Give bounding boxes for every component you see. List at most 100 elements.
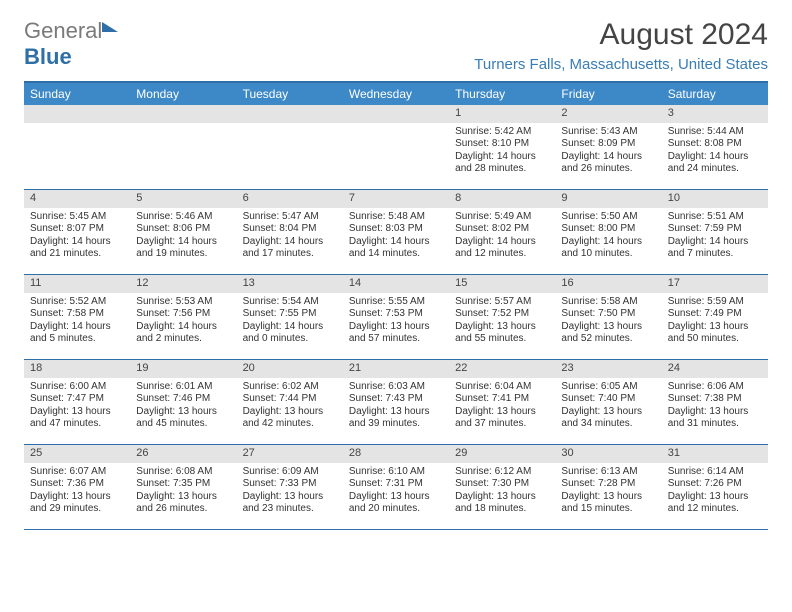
calendar-cell: 18Sunrise: 6:00 AMSunset: 7:47 PMDayligh… [24,360,130,444]
sunrise-line: Sunrise: 6:08 AM [136,466,230,479]
daylight2-line: and 0 minutes. [243,333,337,346]
daylight1-line: Daylight: 13 hours [243,491,337,504]
day-header: Tuesday [237,83,343,105]
cell-body: Sunrise: 6:10 AMSunset: 7:31 PMDaylight:… [343,463,449,520]
day-header: Sunday [24,83,130,105]
sunrise-line: Sunrise: 5:54 AM [243,296,337,309]
sunrise-line: Sunrise: 5:59 AM [668,296,762,309]
sunrise-line: Sunrise: 5:55 AM [349,296,443,309]
calendar-cell: 13Sunrise: 5:54 AMSunset: 7:55 PMDayligh… [237,275,343,359]
daylight2-line: and 55 minutes. [455,333,549,346]
daylight1-line: Daylight: 13 hours [349,491,443,504]
daylight1-line: Daylight: 14 hours [668,151,762,164]
calendar-cell: 2Sunrise: 5:43 AMSunset: 8:09 PMDaylight… [555,105,661,189]
daylight1-line: Daylight: 13 hours [349,406,443,419]
sunrise-line: Sunrise: 5:43 AM [561,126,655,139]
date-bar: 6 [237,190,343,208]
calendar-cell: 6Sunrise: 5:47 AMSunset: 8:04 PMDaylight… [237,190,343,274]
sunset-line: Sunset: 7:33 PM [243,478,337,491]
daylight2-line: and 47 minutes. [30,418,124,431]
date-bar: 9 [555,190,661,208]
calendar-cell: 3Sunrise: 5:44 AMSunset: 8:08 PMDaylight… [662,105,768,189]
sunrise-line: Sunrise: 6:06 AM [668,381,762,394]
logo-text-gray: General [24,18,102,43]
header: General Blue August 2024 Turners Falls, … [24,18,768,73]
cell-body [343,123,449,130]
cell-body: Sunrise: 6:01 AMSunset: 7:46 PMDaylight:… [130,378,236,435]
date-bar: 27 [237,445,343,463]
sunset-line: Sunset: 7:49 PM [668,308,762,321]
date-bar: 19 [130,360,236,378]
calendar-cell: 1Sunrise: 5:42 AMSunset: 8:10 PMDaylight… [449,105,555,189]
calendar-cell [343,105,449,189]
cell-body: Sunrise: 6:08 AMSunset: 7:35 PMDaylight:… [130,463,236,520]
day-header: Monday [130,83,236,105]
daylight2-line: and 21 minutes. [30,248,124,261]
cell-body: Sunrise: 5:47 AMSunset: 8:04 PMDaylight:… [237,208,343,265]
cell-body: Sunrise: 5:42 AMSunset: 8:10 PMDaylight:… [449,123,555,180]
sunrise-line: Sunrise: 5:45 AM [30,211,124,224]
daylight1-line: Daylight: 13 hours [561,321,655,334]
sunrise-line: Sunrise: 5:47 AM [243,211,337,224]
calendar-cell: 19Sunrise: 6:01 AMSunset: 7:46 PMDayligh… [130,360,236,444]
sunrise-line: Sunrise: 6:05 AM [561,381,655,394]
cell-body [24,123,130,130]
daylight2-line: and 23 minutes. [243,503,337,516]
cell-body: Sunrise: 6:05 AMSunset: 7:40 PMDaylight:… [555,378,661,435]
cell-body: Sunrise: 6:09 AMSunset: 7:33 PMDaylight:… [237,463,343,520]
calendar-cell: 21Sunrise: 6:03 AMSunset: 7:43 PMDayligh… [343,360,449,444]
sunset-line: Sunset: 8:07 PM [30,223,124,236]
daylight1-line: Daylight: 13 hours [455,491,549,504]
cell-body: Sunrise: 5:55 AMSunset: 7:53 PMDaylight:… [343,293,449,350]
daylight1-line: Daylight: 14 hours [668,236,762,249]
cell-body: Sunrise: 5:43 AMSunset: 8:09 PMDaylight:… [555,123,661,180]
sunset-line: Sunset: 7:59 PM [668,223,762,236]
sunset-line: Sunset: 7:55 PM [243,308,337,321]
cell-body: Sunrise: 6:12 AMSunset: 7:30 PMDaylight:… [449,463,555,520]
daylight1-line: Daylight: 13 hours [668,321,762,334]
daylight1-line: Daylight: 13 hours [243,406,337,419]
daylight2-line: and 50 minutes. [668,333,762,346]
date-bar [343,105,449,123]
sunrise-line: Sunrise: 5:42 AM [455,126,549,139]
date-bar: 31 [662,445,768,463]
calendar-cell: 12Sunrise: 5:53 AMSunset: 7:56 PMDayligh… [130,275,236,359]
daylight1-line: Daylight: 13 hours [668,491,762,504]
daylight2-line: and 24 minutes. [668,163,762,176]
daylight2-line: and 57 minutes. [349,333,443,346]
daylight2-line: and 42 minutes. [243,418,337,431]
calendar-cell: 25Sunrise: 6:07 AMSunset: 7:36 PMDayligh… [24,445,130,529]
calendar-cell: 28Sunrise: 6:10 AMSunset: 7:31 PMDayligh… [343,445,449,529]
daylight2-line: and 26 minutes. [561,163,655,176]
daylight1-line: Daylight: 13 hours [561,406,655,419]
sunrise-line: Sunrise: 5:50 AM [561,211,655,224]
calendar-cell: 17Sunrise: 5:59 AMSunset: 7:49 PMDayligh… [662,275,768,359]
sunset-line: Sunset: 7:30 PM [455,478,549,491]
daylight1-line: Daylight: 14 hours [561,151,655,164]
date-bar: 13 [237,275,343,293]
cell-body: Sunrise: 6:03 AMSunset: 7:43 PMDaylight:… [343,378,449,435]
cell-body: Sunrise: 6:04 AMSunset: 7:41 PMDaylight:… [449,378,555,435]
date-bar: 8 [449,190,555,208]
daylight2-line: and 34 minutes. [561,418,655,431]
daylight2-line: and 45 minutes. [136,418,230,431]
calendar-cell: 20Sunrise: 6:02 AMSunset: 7:44 PMDayligh… [237,360,343,444]
sunset-line: Sunset: 7:40 PM [561,393,655,406]
daylight1-line: Daylight: 13 hours [136,406,230,419]
date-bar: 21 [343,360,449,378]
sunrise-line: Sunrise: 5:53 AM [136,296,230,309]
daylight2-line: and 10 minutes. [561,248,655,261]
sunset-line: Sunset: 7:46 PM [136,393,230,406]
sunrise-line: Sunrise: 5:46 AM [136,211,230,224]
sunset-line: Sunset: 8:00 PM [561,223,655,236]
sunset-line: Sunset: 7:41 PM [455,393,549,406]
calendar-cell: 4Sunrise: 5:45 AMSunset: 8:07 PMDaylight… [24,190,130,274]
cell-body: Sunrise: 5:59 AMSunset: 7:49 PMDaylight:… [662,293,768,350]
cell-body: Sunrise: 5:44 AMSunset: 8:08 PMDaylight:… [662,123,768,180]
daylight2-line: and 20 minutes. [349,503,443,516]
calendar-grid: SundayMondayTuesdayWednesdayThursdayFrid… [24,81,768,530]
sunrise-line: Sunrise: 6:00 AM [30,381,124,394]
date-bar: 16 [555,275,661,293]
sunset-line: Sunset: 7:38 PM [668,393,762,406]
date-bar: 18 [24,360,130,378]
